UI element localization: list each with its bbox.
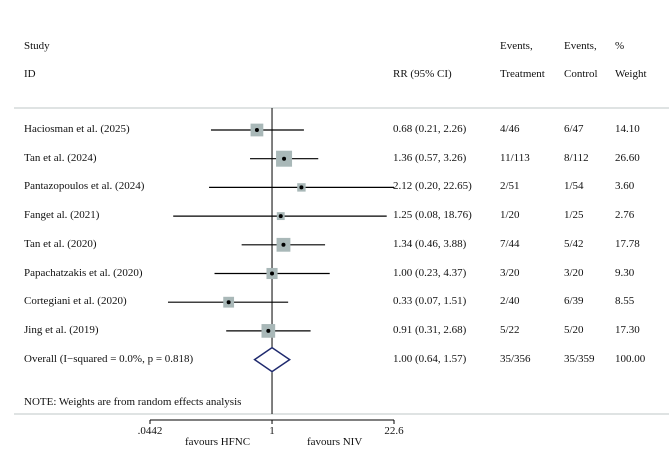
events-treatment: 3/20 <box>500 266 520 279</box>
point-estimate <box>299 185 304 190</box>
rr-ci-value: 0.68 (0.21, 2.26) <box>393 123 467 135</box>
rr-ci-value: 1.36 (0.57, 3.26) <box>393 151 467 164</box>
weight-value: 9.30 <box>615 266 635 279</box>
study-name: Haciosman et al. (2025) <box>24 123 130 135</box>
point-estimate <box>266 328 271 333</box>
events-control: 6/47 <box>564 123 584 135</box>
point-estimate <box>254 128 259 132</box>
x-tick-label: 22.6 <box>384 425 404 437</box>
events-control: 1/54 <box>564 180 584 193</box>
events-treatment: 2/51 <box>500 180 520 193</box>
overall-events-treatment: 35/356 <box>500 352 531 365</box>
study-name: Cortegiani et al. (2020) <box>24 295 127 308</box>
rr-ci-value: 2.12 (0.20, 22.65) <box>393 180 472 193</box>
overall-rr-ci: 1.00 (0.64, 1.57) <box>393 352 467 365</box>
point-estimate <box>282 156 287 161</box>
events-treatment-header-2: Treatment <box>500 68 545 80</box>
study-name: Jing et al. (2019) <box>24 323 99 336</box>
events-control: 5/42 <box>564 237 584 250</box>
id-header: ID <box>24 68 36 80</box>
rr-ci-value: 1.34 (0.46, 3.88) <box>393 237 467 250</box>
weight-header-1: % <box>615 40 625 52</box>
events-control-header-2: Control <box>564 68 598 80</box>
study-name: Tan et al. (2020) <box>24 237 97 250</box>
weight-value: 14.10 <box>615 123 640 135</box>
rr-ci-value: 1.25 (0.08, 18.76) <box>393 209 472 222</box>
favours-left-label: favours HFNC <box>185 436 251 448</box>
events-control: 1/25 <box>564 209 584 222</box>
events-control: 5/20 <box>564 323 584 336</box>
events-control: 8/112 <box>564 151 589 164</box>
study-header: Study <box>24 40 50 52</box>
study-name: Tan et al. (2024) <box>24 151 97 164</box>
favours-right-label: favours NIV <box>307 436 363 448</box>
rr-ci-value: 0.91 (0.31, 2.68) <box>393 323 467 336</box>
study-name: Papachatzakis et al. (2020) <box>24 266 143 279</box>
point-estimate <box>270 271 275 276</box>
overall-events-control: 35/359 <box>564 352 595 365</box>
x-tick-label: .0442 <box>138 425 163 437</box>
events-treatment: 2/40 <box>500 295 520 308</box>
point-estimate <box>278 214 283 219</box>
weight-value: 17.78 <box>615 237 640 250</box>
events-treatment: 1/20 <box>500 209 520 222</box>
study-name: Pantazopoulos et al. (2024) <box>24 180 145 193</box>
events-treatment: 7/44 <box>500 237 520 250</box>
weight-value: 17.30 <box>615 323 640 336</box>
weight-value: 26.60 <box>615 151 640 164</box>
weights-note: NOTE: Weights are from random effects an… <box>24 396 242 408</box>
weight-value: 3.60 <box>615 180 635 193</box>
weight-value: 8.55 <box>615 295 635 308</box>
events-control: 3/20 <box>564 266 584 279</box>
events-treatment-header-1: Events, <box>500 40 533 52</box>
rr-header: RR (95% CI) <box>393 68 452 80</box>
overall-diamond <box>253 346 292 373</box>
point-estimate <box>226 300 231 305</box>
events-treatment: 11/113 <box>500 151 530 164</box>
weight-header-2: Weight <box>615 68 647 80</box>
point-estimate <box>281 242 286 247</box>
overall-label: Overall (I−squared = 0.0%, p = 0.818) <box>24 352 194 365</box>
events-control: 6/39 <box>564 295 584 308</box>
study-name: Fanget al. (2021) <box>24 209 100 222</box>
x-tick-label: 1 <box>269 425 275 437</box>
rr-ci-value: 1.00 (0.23, 4.37) <box>393 266 467 279</box>
weight-value: 2.76 <box>615 209 635 222</box>
events-control-header-1: Events, <box>564 40 597 52</box>
events-treatment: 4/46 <box>500 123 520 135</box>
rr-ci-value: 0.33 (0.07, 1.51) <box>393 295 467 308</box>
overall-weight: 100.00 <box>615 352 646 365</box>
events-treatment: 5/22 <box>500 323 520 336</box>
